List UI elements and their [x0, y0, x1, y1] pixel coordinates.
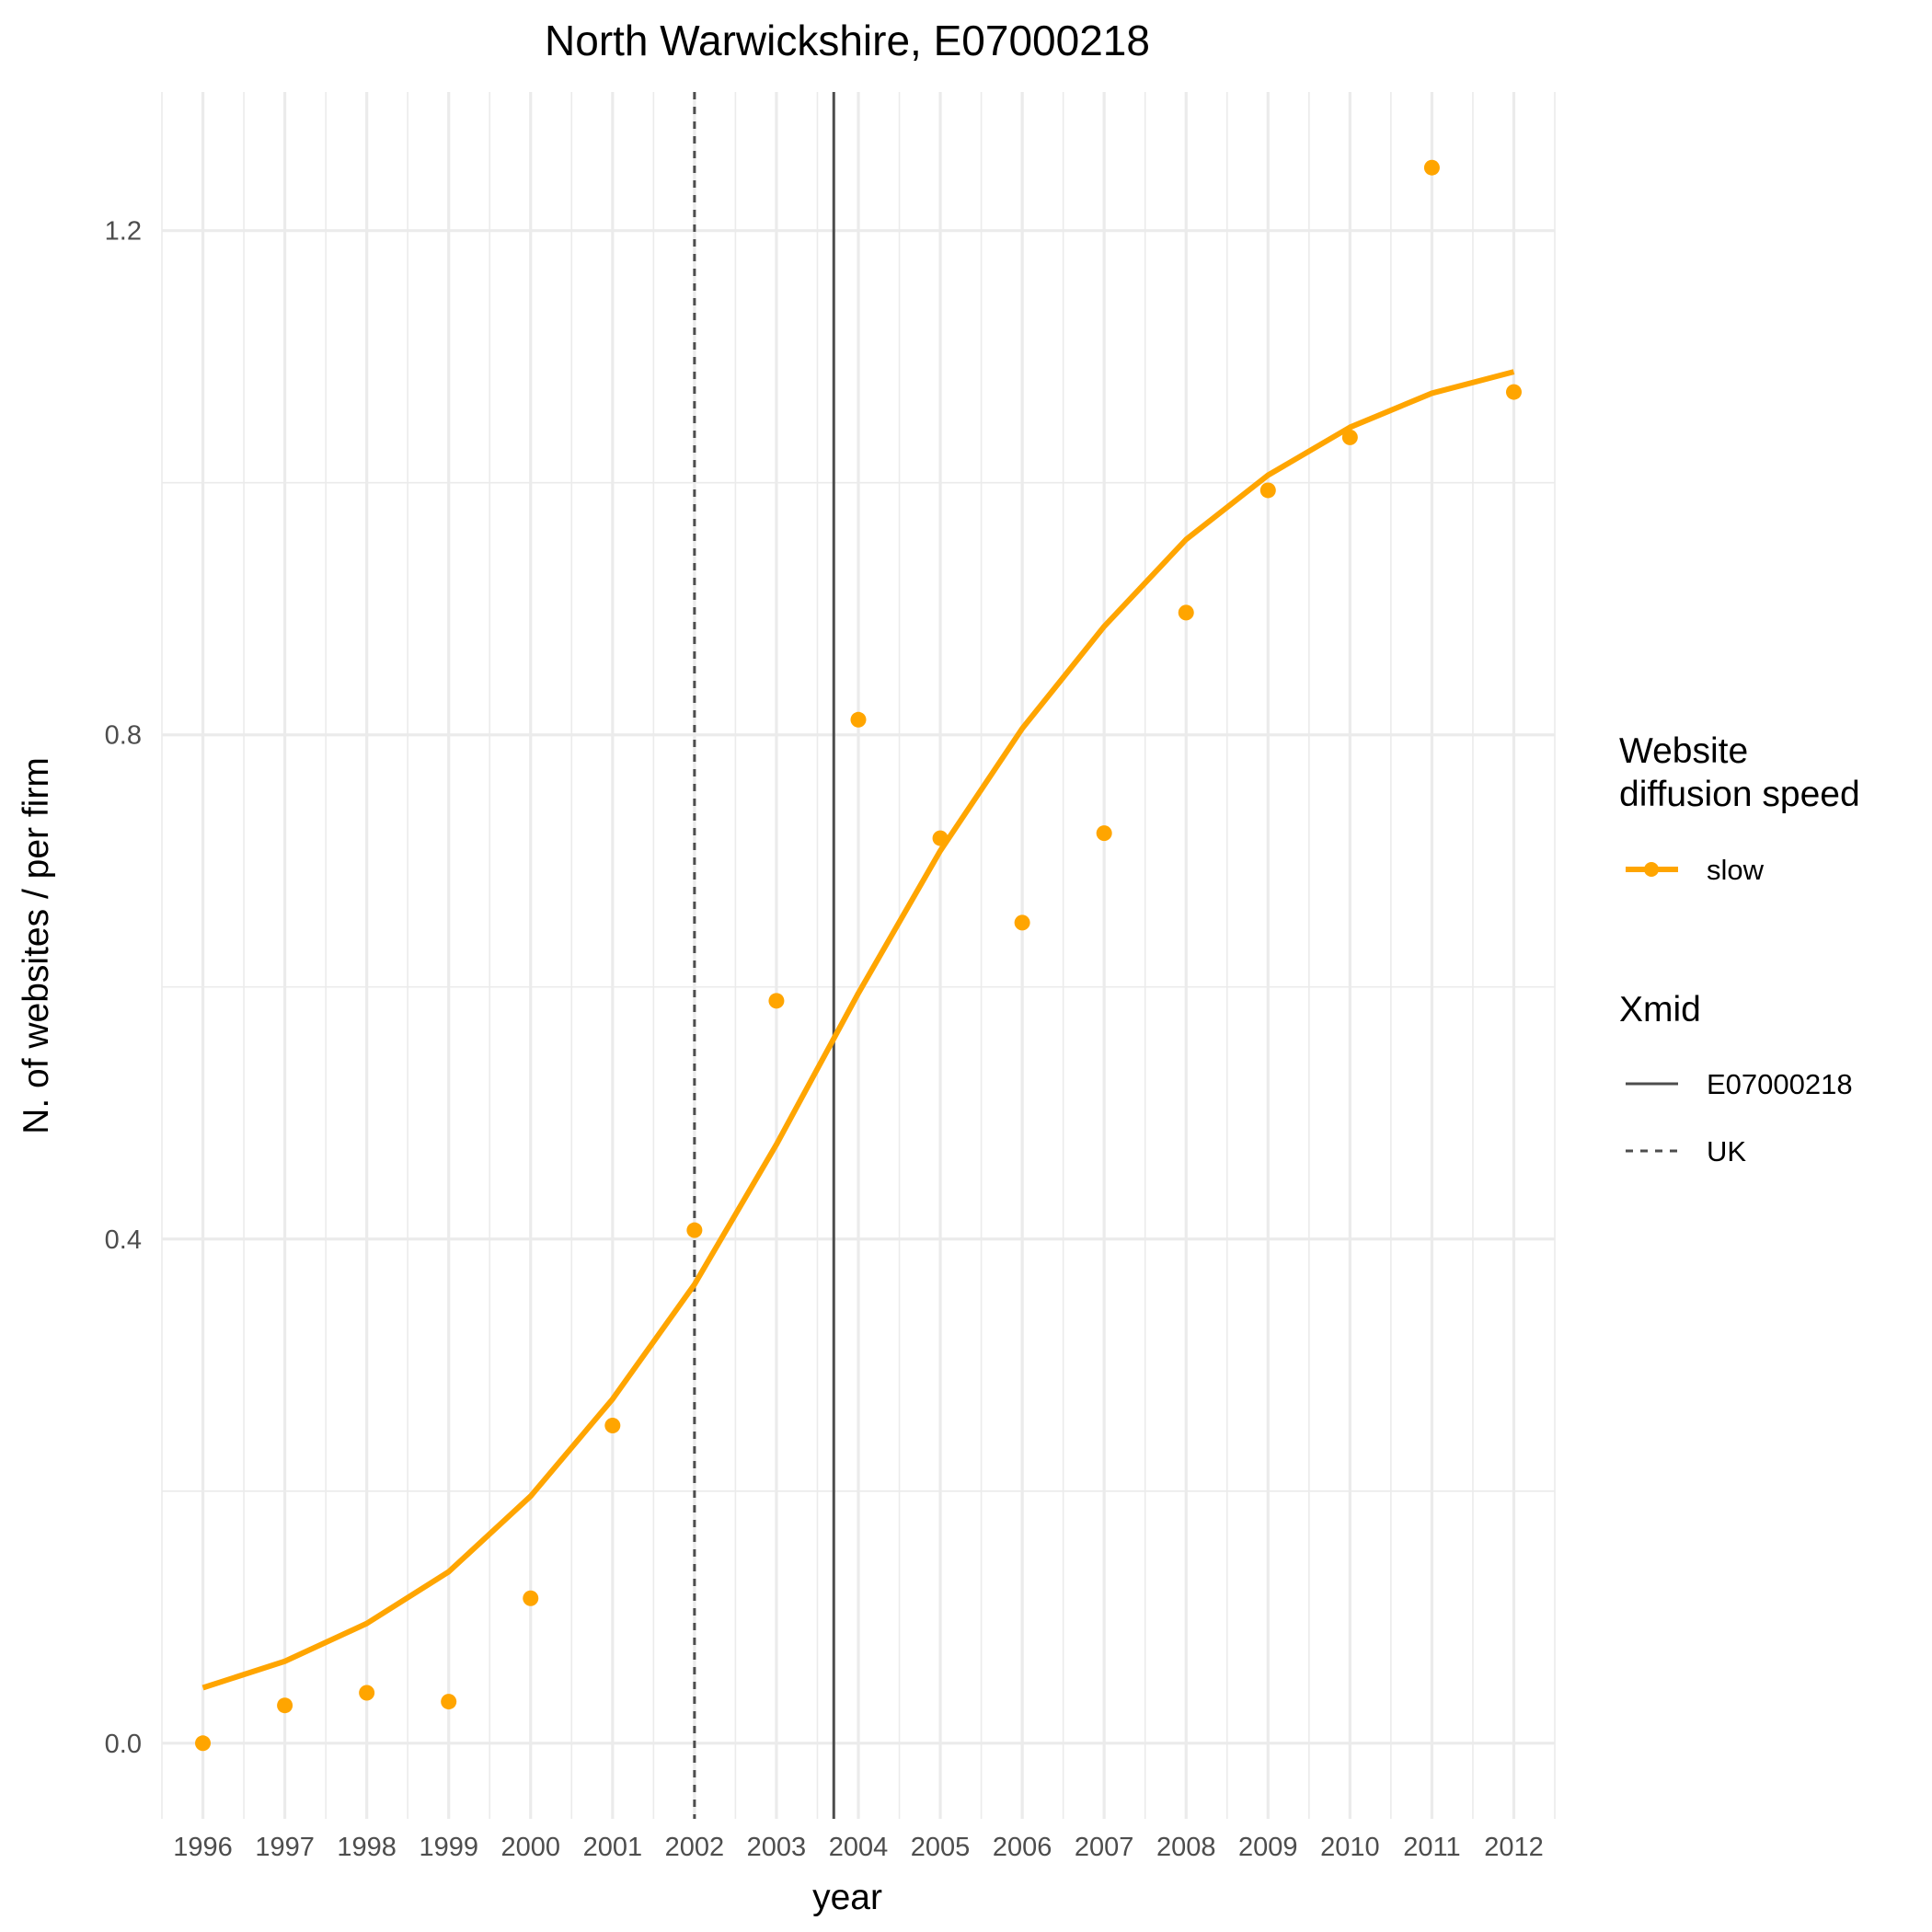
observed-points-layer [195, 159, 1522, 1752]
data-point-1996 [195, 1735, 212, 1752]
x-tick-label: 1999 [419, 1833, 478, 1862]
x-tick-label: 1998 [337, 1833, 397, 1862]
chart-title: North Warwickshire, E07000218 [545, 17, 1150, 64]
x-axis-tick-labels: 1996 1997 1998 1999 2000 2001 2002 2003 2004 2005… [173, 1833, 1543, 1862]
grid [161, 92, 1556, 1819]
y-tick-label: 0.8 [105, 721, 142, 751]
legend-label-e07000218: E07000218 [1707, 1068, 1853, 1100]
x-tick-label: 1997 [255, 1833, 315, 1862]
data-point-2000 [523, 1590, 539, 1606]
data-point-2007 [1096, 825, 1112, 842]
fitted-curve-slow [201, 369, 1515, 1691]
x-tick-label: 2010 [1320, 1833, 1380, 1862]
legend-group-diffusion-speed: Website diffusion speed slow [1619, 731, 1860, 886]
data-point-2012 [1505, 384, 1522, 400]
legend-title-line-1: Website [1619, 731, 1748, 771]
x-tick-label: 2011 [1403, 1833, 1460, 1862]
data-point-2005 [932, 830, 949, 846]
data-point-2002 [686, 1222, 703, 1238]
x-tick-label: 2009 [1238, 1833, 1298, 1862]
legend-title-line-2: diffusion speed [1619, 775, 1860, 814]
reference-lines [693, 92, 835, 1819]
data-point-1997 [277, 1697, 293, 1714]
x-axis-title: year [812, 1878, 882, 1917]
y-tick-label: 0.4 [105, 1225, 142, 1255]
x-tick-label: 2000 [501, 1833, 561, 1862]
data-point-2008 [1178, 604, 1194, 621]
legend-label-uk: UK [1707, 1135, 1746, 1167]
fitted-curve-layer [201, 369, 1515, 1691]
data-point-2009 [1259, 482, 1276, 499]
x-tick-label: 2002 [665, 1833, 725, 1862]
data-point-2001 [604, 1418, 621, 1434]
data-point-2004 [850, 711, 867, 728]
y-tick-label: 0.0 [105, 1730, 142, 1759]
data-point-2011 [1423, 159, 1440, 176]
data-point-2003 [768, 993, 785, 1009]
data-point-2006 [1014, 914, 1030, 931]
x-tick-label: 2007 [1075, 1833, 1134, 1862]
x-tick-label: 1996 [173, 1833, 233, 1862]
x-tick-label: 2001 [583, 1833, 643, 1862]
legend-group-xmid: Xmid E07000218 UK [1619, 990, 1853, 1167]
y-tick-label: 1.2 [105, 217, 142, 247]
x-tick-label: 2012 [1484, 1833, 1544, 1862]
y-axis-tick-labels: 0.0 0.4 0.8 1.2 [105, 217, 142, 1759]
y-axis-title: N. of websites / per firm [17, 757, 56, 1134]
x-tick-label: 2003 [747, 1833, 807, 1862]
legend-key-slow-point [1644, 862, 1659, 877]
x-tick-label: 2006 [993, 1833, 1052, 1862]
data-point-1999 [441, 1694, 457, 1710]
x-tick-label: 2005 [911, 1833, 971, 1862]
data-point-1998 [359, 1685, 375, 1701]
legend: Website diffusion speed slow Xmid E07000… [1619, 731, 1860, 1167]
data-point-2010 [1341, 429, 1358, 445]
legend-label-slow: slow [1707, 854, 1765, 886]
x-tick-label: 2004 [829, 1833, 889, 1862]
x-tick-label: 2008 [1156, 1833, 1216, 1862]
legend-title-xmid: Xmid [1619, 990, 1701, 1029]
